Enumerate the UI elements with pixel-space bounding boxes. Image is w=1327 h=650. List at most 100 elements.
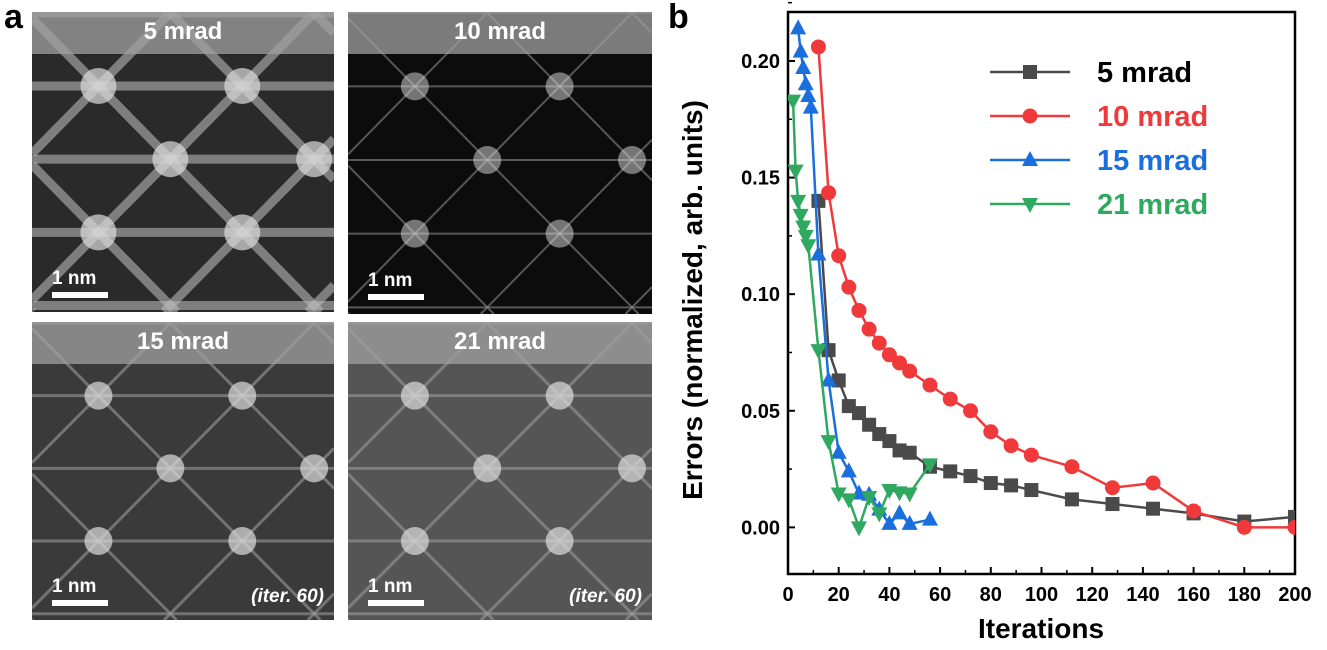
legend-marker: [1023, 65, 1037, 79]
title-band: [348, 322, 652, 364]
series-21-mrad: [788, 94, 938, 537]
scale-bar-label: 1 nm: [52, 576, 97, 597]
y-axis-title: Errors (normalized, arb. units): [677, 100, 708, 500]
x-tick-label: 0: [782, 584, 793, 606]
data-point: [1288, 509, 1295, 524]
bright-node: [545, 72, 574, 101]
data-point: [1064, 459, 1080, 475]
data-point: [1105, 497, 1120, 512]
data-point: [871, 507, 888, 523]
legend-label: 10 mrad: [1097, 101, 1208, 133]
title-band: [348, 12, 652, 54]
data-point: [1004, 478, 1019, 493]
axes: 0 20 40 60 80 100 120 140 160 180 200 0.00 0.05 0.10 0…: [741, 1, 1312, 606]
data-point: [861, 491, 878, 507]
y-tick-label: 0.20: [741, 51, 780, 73]
x-tick-label: 80: [980, 584, 1002, 606]
panel-a-letter: a: [4, 0, 23, 36]
scale-bar: 1 nm: [368, 270, 424, 300]
lattice-image: [32, 12, 334, 312]
data-point: [871, 335, 887, 351]
legend-marker: [1022, 198, 1038, 213]
x-tick-label: 60: [929, 584, 951, 606]
series-5-mrad: [811, 193, 1295, 529]
data-point: [820, 371, 837, 387]
data-point: [1145, 475, 1161, 491]
data-point: [963, 469, 978, 484]
data-point: [840, 493, 857, 509]
data-point: [1104, 480, 1120, 496]
data-point: [921, 510, 938, 526]
data-point: [902, 363, 918, 379]
micrograph-21-mrad: 21 mrad 1 nm (iter. 60): [348, 322, 652, 620]
bright-node: [545, 527, 574, 556]
title-band: [32, 12, 334, 54]
scale-bar-label: 1 nm: [368, 270, 413, 291]
data-point: [795, 58, 812, 74]
data-point: [881, 514, 898, 530]
scale-bar: 1 nm: [52, 268, 108, 298]
bright-node: [296, 141, 333, 178]
plot-frame: [786, 10, 1297, 576]
data-point: [861, 321, 877, 337]
bright-node: [400, 219, 429, 248]
x-tick-label: 40: [878, 584, 900, 606]
data-point: [1064, 492, 1079, 507]
title-band: [32, 322, 334, 364]
data-point: [943, 464, 958, 479]
legend-marker: [1022, 151, 1038, 166]
data-point: [795, 220, 812, 236]
bright-node: [545, 381, 574, 410]
data-point: [851, 302, 867, 318]
x-tick-label: 200: [1278, 584, 1311, 606]
data-point: [831, 248, 847, 264]
iteration-note: (iter. 60): [569, 586, 642, 607]
bright-node: [300, 454, 329, 483]
micrograph-5-mrad: 5 mrad 1 nm: [32, 12, 334, 312]
error-chart: 0 20 40 60 80 100 120 140 160 180 200 0.00 0.05 0.10 0…: [677, 1, 1312, 644]
scale-bar-label: 1 nm: [368, 576, 413, 597]
micrograph-title: 10 mrad: [453, 18, 547, 45]
data-point: [797, 229, 814, 245]
y-tick-label: 0.05: [741, 401, 780, 423]
data-point: [830, 443, 847, 459]
bright-node: [224, 214, 261, 251]
data-point: [792, 42, 809, 58]
data-point: [830, 487, 847, 503]
bright-node: [400, 527, 429, 556]
legend-label: 15 mrad: [1097, 145, 1208, 177]
legend: 5 mrad 10 mrad 15 mrad 21 mrad: [990, 57, 1208, 221]
x-tick-label: 160: [1177, 584, 1210, 606]
panel-b-letter: b: [668, 0, 689, 36]
series-line: [817, 46, 1295, 529]
x-tick-label: 100: [1025, 584, 1058, 606]
data-point: [851, 406, 866, 421]
data-point: [902, 445, 917, 460]
scale-bar-label: 1 nm: [52, 268, 97, 289]
data-point: [901, 487, 918, 503]
data-point: [792, 208, 809, 224]
scale-bar: 1 nm: [52, 576, 108, 606]
data-point: [810, 344, 827, 360]
bright-node: [152, 141, 189, 178]
data-point: [1287, 519, 1295, 535]
lattice-image: [32, 322, 334, 620]
legend-label: 21 mrad: [1097, 189, 1208, 221]
data-point: [983, 476, 998, 491]
data-point: [963, 403, 979, 419]
micrograph-15-mrad: 15 mrad 1 nm (iter. 60): [32, 322, 334, 620]
series-10-mrad: [810, 39, 1295, 535]
bright-node: [618, 146, 647, 175]
bright-node: [224, 68, 261, 104]
series-group: [788, 19, 1295, 537]
bright-node: [84, 527, 113, 556]
lattice-image: [348, 12, 652, 314]
bright-node: [618, 454, 647, 483]
bright-node: [473, 146, 502, 175]
scale-bar: 1 nm: [368, 576, 424, 606]
data-point: [790, 194, 807, 210]
data-point: [922, 377, 938, 393]
micrograph-title: 21 mrad: [453, 328, 547, 355]
micrograph-title: 5 mrad: [143, 18, 223, 45]
y-tick-label: 0.10: [741, 284, 780, 306]
